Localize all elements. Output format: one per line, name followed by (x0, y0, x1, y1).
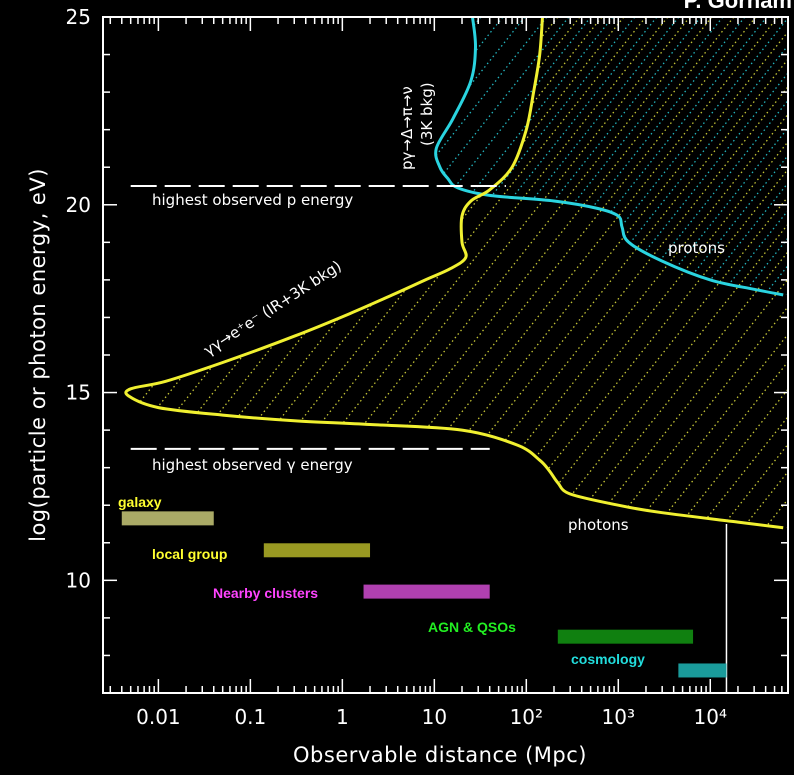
hatch-line (435, 17, 746, 295)
hatch-line (435, 17, 788, 295)
hatch-line (599, 17, 788, 295)
x-tick-label: 0.1 (234, 705, 266, 729)
ref-label-proton-energy: highest observed p energy (152, 191, 353, 209)
hatch-line (698, 17, 789, 528)
hatch-line (665, 17, 788, 295)
hatch-line (435, 17, 592, 295)
hatch-line (0, 17, 393, 693)
hatch-line (192, 17, 735, 528)
proton-hatch-region (0, 17, 788, 693)
hatch-line (236, 17, 779, 528)
x-tick-label: 10⁴ (694, 705, 727, 729)
scale-label-galaxy: galaxy (118, 494, 162, 510)
hatch-line (434, 17, 789, 528)
hatch-line (435, 17, 570, 295)
protons-region-label: protons (668, 239, 725, 257)
x-tick-label: 10 (422, 705, 447, 729)
hatch-line (435, 17, 788, 295)
hatch-line (610, 17, 789, 528)
hatch-line (0, 17, 118, 693)
scale-label-cosmology: cosmology (571, 651, 645, 667)
hatch-line (125, 17, 625, 528)
scale-bar-agn-qsos (557, 629, 694, 644)
x-tick-label: 1 (336, 705, 349, 729)
hatch-line (280, 17, 789, 528)
hatch-line (588, 17, 789, 528)
hatch-line (456, 17, 789, 528)
hatch-line (0, 17, 19, 693)
hatch-line (687, 17, 788, 295)
hatch-line (467, 17, 788, 295)
hatch-line (764, 17, 789, 528)
y-tick-label: 10 (66, 568, 91, 592)
hatch-line (544, 17, 789, 528)
hatch-line (435, 17, 614, 295)
hatch-line (412, 17, 789, 528)
proton-process-label: pγ→Δ→π→ν (398, 86, 416, 170)
hatch-line (654, 17, 789, 528)
scale-bar-cosmology (678, 663, 727, 678)
hatch-line (125, 17, 647, 528)
x-tick-label: 10³ (602, 705, 635, 729)
hatch-line (324, 17, 789, 528)
hatch-line (125, 17, 603, 528)
y-tick-label: 15 (66, 381, 91, 405)
hatch-line (435, 17, 636, 295)
hatch-line (258, 17, 789, 528)
hatch-line (170, 17, 713, 528)
y-tick-label: 20 (66, 193, 91, 217)
hatch-line (435, 17, 788, 295)
hatch-line (126, 17, 669, 528)
x-tick-label: 0.01 (136, 705, 181, 729)
scale-label-nearby-clusters: Nearby clusters (213, 585, 318, 601)
hatch-line (522, 17, 789, 528)
hatch-line (435, 17, 702, 295)
x-tick-label: 10² (510, 705, 543, 729)
hatch-line (346, 17, 789, 528)
scale-label-local-group: local group (152, 546, 227, 562)
hatch-line (500, 17, 789, 528)
proton-bkg-label: (3K bkg) (418, 82, 436, 146)
scale-bar-galaxy (121, 511, 214, 526)
hatch-line (435, 17, 548, 295)
hatch-line (577, 17, 788, 295)
photons-curve (124, 16, 784, 530)
hatch-line (390, 17, 789, 528)
hatch-line (478, 17, 789, 528)
ref-label-photon-energy: highest observed γ energy (152, 456, 353, 474)
hatch-line (566, 17, 789, 528)
x-axis-title: Observable distance (Mpc) (293, 743, 587, 767)
hatch-line (125, 17, 383, 528)
scale-bar-local-group (263, 543, 371, 558)
hatch-line (148, 17, 691, 528)
scale-label-agn-qsos: AGN & QSOs (428, 619, 516, 635)
hatch-line (511, 17, 788, 295)
hatch-line (435, 17, 788, 295)
credit-label: P. Gorham (684, 0, 792, 13)
hatch-line (302, 17, 789, 528)
hatch-line (445, 17, 788, 295)
hatch-line (435, 17, 724, 295)
hatch-line (632, 17, 789, 528)
hatch-line (0, 17, 8, 693)
hatch-line (555, 17, 788, 295)
y-axis-title: log(particle or photon energy, eV) (26, 168, 50, 542)
scale-bar-nearby-clusters (363, 584, 490, 599)
protons-curve (434, 16, 784, 297)
hatch-line (676, 17, 789, 528)
hatch-line (435, 17, 680, 295)
hatch-line (435, 17, 768, 295)
y-tick-label: 25 (66, 5, 91, 29)
photons-region-label: photons (568, 516, 629, 534)
hatch-line (368, 17, 789, 528)
hatch-line (621, 17, 788, 295)
hatch-line (489, 17, 788, 295)
hatch-line (435, 17, 658, 295)
hatch-line (125, 17, 405, 528)
hatch-line (214, 17, 757, 528)
